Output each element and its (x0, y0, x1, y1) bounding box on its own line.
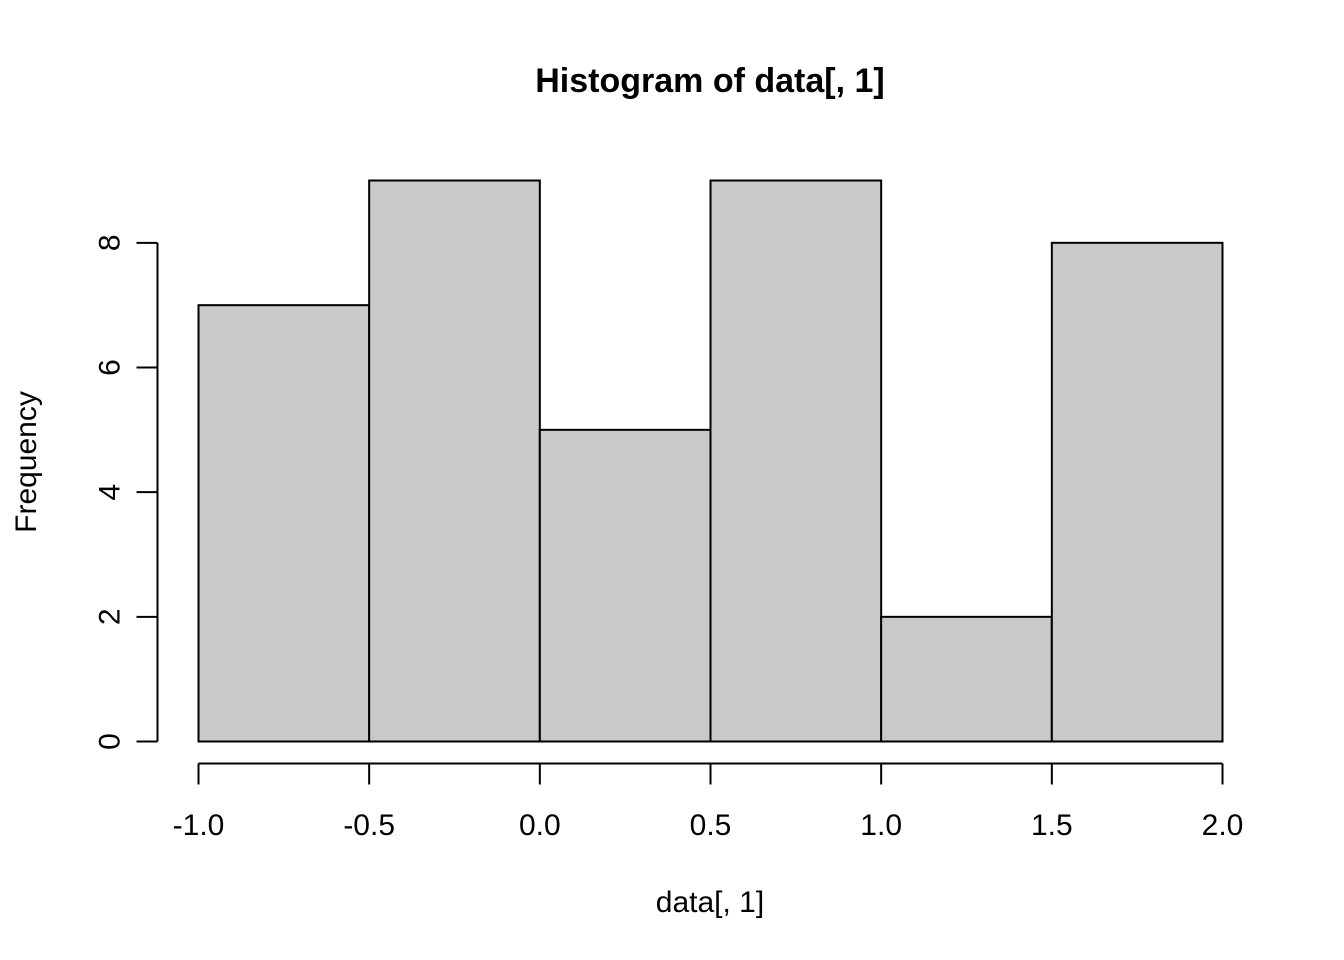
x-axis-label: data[, 1] (656, 886, 764, 919)
histogram-bar-2 (538, 428, 712, 743)
chart-title: Histogram of data[, 1] (535, 62, 884, 100)
x-axis: -1.0 -0.5 0.0 0.5 1.0 1.5 2.0 (173, 762, 1244, 842)
histogram-bar-5 (1050, 241, 1224, 743)
histogram-bar-0 (197, 304, 371, 743)
x-tick-label: 2.0 (1202, 809, 1244, 842)
x-tick-label: -0.5 (343, 809, 395, 842)
x-tick-label: -1.0 (173, 809, 225, 842)
y-tick-label: 0 (94, 733, 127, 750)
histogram-bar-4 (880, 615, 1053, 743)
y-axis: 0 2 4 6 8 (94, 234, 159, 750)
histogram-bar-1 (368, 179, 541, 743)
y-axis-label: Frequency (10, 391, 43, 533)
bars-group (197, 179, 1224, 743)
x-tick-label: 0.0 (519, 809, 561, 842)
y-tick-label: 2 (94, 608, 127, 625)
x-tick-label: 0.5 (690, 809, 732, 842)
x-tick-label: 1.0 (860, 809, 902, 842)
x-tick-label: 1.5 (1031, 809, 1073, 842)
y-tick-label: 4 (94, 484, 127, 501)
y-tick-label: 6 (94, 359, 127, 376)
y-tick-label: 8 (94, 234, 127, 251)
histogram-bar-3 (709, 179, 883, 743)
